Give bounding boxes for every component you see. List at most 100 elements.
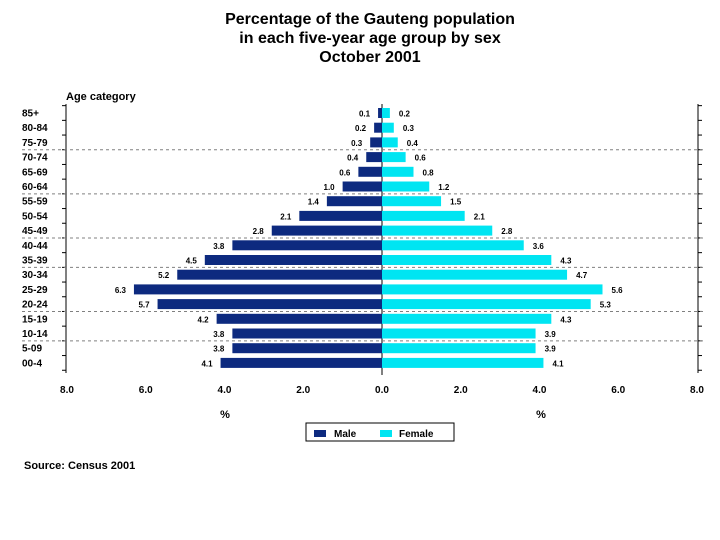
legend-label-female: Female — [399, 429, 434, 440]
male-bar — [232, 343, 382, 354]
female-bar — [382, 357, 544, 368]
male-value-label: 0.4 — [347, 154, 359, 163]
male-value-label: 4.5 — [186, 257, 198, 266]
x-tick-label: 6.0 — [139, 385, 153, 396]
x-tick-label: 2.0 — [296, 385, 310, 396]
legend-swatch-female — [380, 430, 392, 437]
female-value-label: 5.6 — [612, 286, 624, 295]
male-bar — [370, 137, 382, 148]
male-bar — [232, 328, 382, 339]
source-note: Source: Census 2001 — [24, 460, 136, 472]
female-bar — [382, 299, 591, 310]
male-value-label: 0.2 — [355, 124, 367, 133]
female-bar — [382, 122, 394, 133]
male-bar — [220, 357, 382, 368]
female-value-label: 5.3 — [600, 301, 612, 310]
male-value-label: 5.2 — [158, 271, 170, 280]
title-line-3: October 2001 — [319, 49, 421, 66]
male-value-label: 3.8 — [213, 330, 225, 339]
female-value-label: 0.4 — [407, 139, 419, 148]
x-unit-label-right: % — [536, 409, 546, 421]
male-value-label: 0.1 — [359, 110, 371, 119]
x-tick-label: 4.0 — [533, 385, 547, 396]
female-bar — [382, 137, 398, 148]
age-category-label: 35-39 — [22, 256, 48, 267]
male-bar — [374, 122, 382, 133]
female-value-label: 2.8 — [501, 227, 513, 236]
male-value-label: 2.8 — [253, 227, 265, 236]
female-bar — [382, 108, 390, 118]
male-value-label: 4.2 — [198, 315, 210, 324]
male-value-label: 0.3 — [351, 139, 363, 148]
female-value-label: 3.9 — [545, 345, 557, 354]
age-category-label: 80-84 — [22, 123, 48, 134]
male-bar — [204, 255, 382, 265]
age-category-label: 70-74 — [22, 153, 48, 164]
female-value-label: 1.2 — [438, 183, 450, 192]
chart-title: Percentage of the Gauteng population in … — [0, 10, 720, 67]
female-value-label: 4.3 — [560, 257, 572, 266]
female-bar — [382, 269, 568, 280]
female-bar — [382, 240, 524, 251]
female-value-label: 4.1 — [552, 359, 564, 368]
age-category-label: 45-49 — [22, 226, 48, 237]
female-bar — [382, 225, 493, 236]
x-tick-label: 2.0 — [454, 385, 468, 396]
female-value-label: 0.6 — [415, 154, 427, 163]
male-value-label: 3.8 — [213, 242, 225, 251]
male-bar — [358, 166, 382, 177]
male-bar — [216, 313, 382, 324]
male-value-label: 0.6 — [339, 168, 351, 177]
x-tick-label: 8.0 — [60, 385, 74, 396]
male-bar — [157, 299, 382, 310]
male-value-label: 1.4 — [308, 198, 320, 207]
female-bar — [382, 166, 414, 177]
male-value-label: 4.1 — [201, 359, 213, 368]
age-category-label: 5-09 — [22, 344, 42, 355]
x-tick-label: 8.0 — [690, 385, 704, 396]
female-bar — [382, 181, 430, 192]
male-bar — [342, 181, 382, 192]
x-tick-label: 4.0 — [218, 385, 232, 396]
female-bar — [382, 196, 442, 207]
y-axis-title: Age category — [66, 91, 137, 103]
age-category-label: 00-4 — [22, 358, 42, 369]
age-category-label: 10-14 — [22, 329, 48, 340]
female-value-label: 0.3 — [403, 124, 415, 133]
female-value-label: 3.9 — [545, 330, 557, 339]
x-unit-label-left: % — [220, 409, 230, 421]
female-value-label: 0.2 — [399, 110, 411, 119]
male-bar — [177, 269, 382, 280]
x-tick-label: 0.0 — [375, 385, 389, 396]
age-category-label: 85+ — [22, 109, 39, 120]
female-bar — [382, 328, 536, 339]
female-value-label: 1.5 — [450, 198, 462, 207]
female-bar — [382, 255, 552, 265]
female-bar — [382, 152, 406, 163]
female-bar — [382, 284, 603, 295]
age-category-label: 25-29 — [22, 285, 48, 296]
age-category-label: 15-19 — [22, 314, 48, 325]
female-value-label: 2.1 — [474, 212, 486, 221]
female-bar — [382, 313, 552, 324]
male-value-label: 5.7 — [138, 301, 150, 310]
male-bar — [271, 225, 382, 236]
age-category-label: 60-64 — [22, 182, 48, 193]
female-bar — [382, 210, 465, 221]
female-value-label: 3.6 — [533, 242, 545, 251]
female-value-label: 4.7 — [576, 271, 588, 280]
title-line-2: in each five-year age group by sex — [239, 30, 501, 47]
age-category-label: 20-24 — [22, 300, 48, 311]
male-bar — [232, 240, 382, 251]
x-tick-label: 6.0 — [611, 385, 625, 396]
male-value-label: 3.8 — [213, 345, 225, 354]
male-bar — [133, 284, 382, 295]
legend-swatch-male — [314, 430, 326, 437]
female-value-label: 4.3 — [560, 315, 572, 324]
male-bar — [378, 108, 382, 118]
male-value-label: 1.0 — [324, 183, 336, 192]
legend-label-male: Male — [334, 429, 357, 440]
age-category-label: 75-79 — [22, 138, 48, 149]
age-category-label: 30-34 — [22, 270, 48, 281]
age-category-label: 65-69 — [22, 167, 48, 178]
